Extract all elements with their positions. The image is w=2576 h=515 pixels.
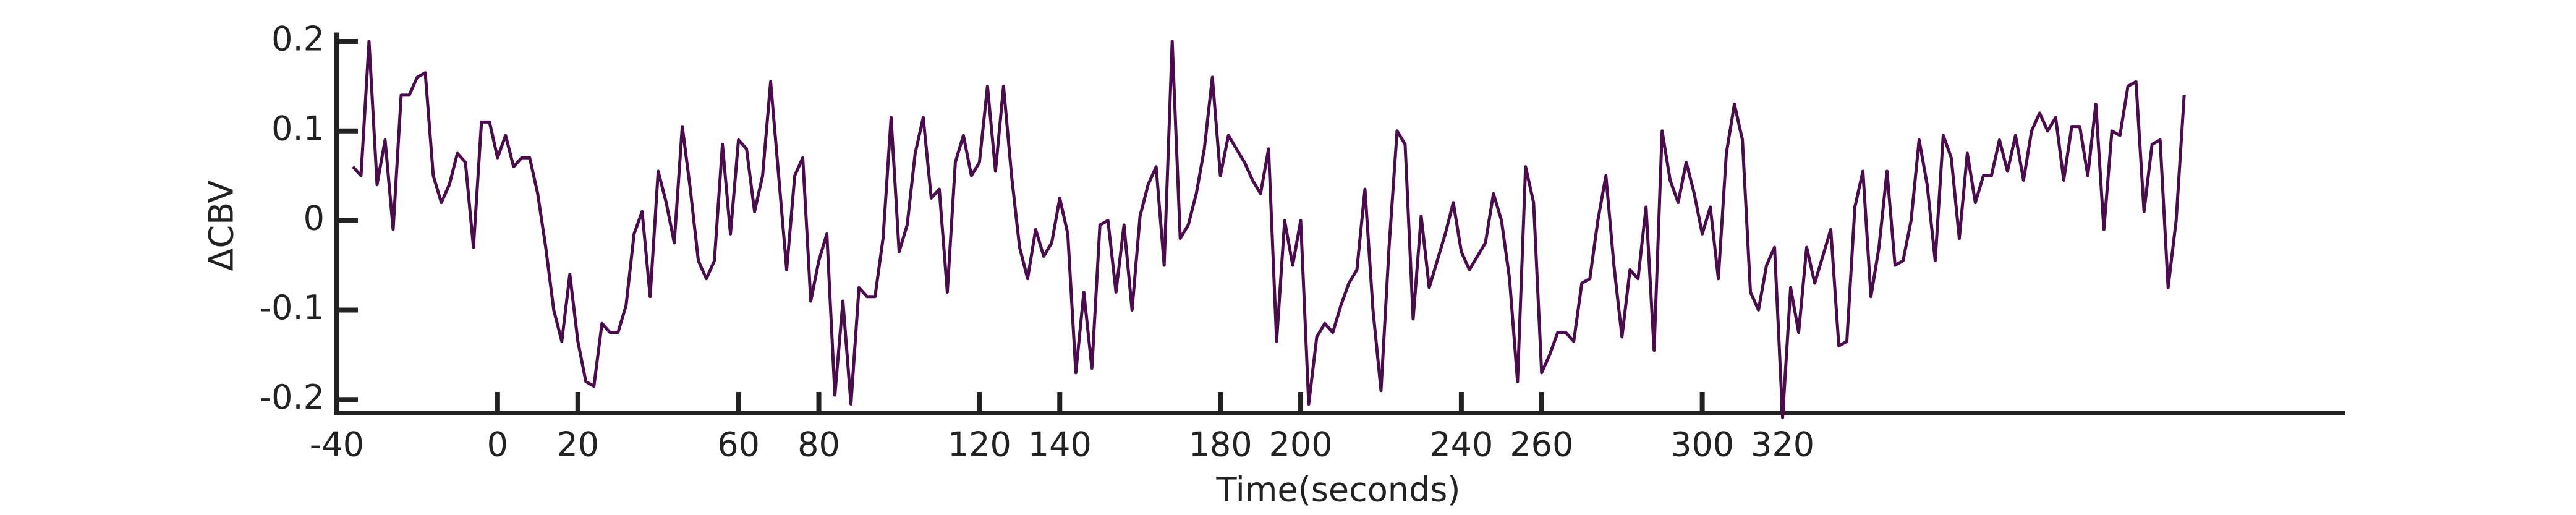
x-tick-label: 20 — [556, 425, 599, 464]
x-tick-label: 180 — [1189, 425, 1252, 464]
x-axis-label: Time(seconds) — [1215, 470, 1460, 509]
x-tick-label: 140 — [1028, 425, 1092, 464]
x-tick-label: 320 — [1751, 425, 1814, 464]
y-tick-label: 0 — [304, 198, 325, 237]
y-tick-label: 0.1 — [271, 109, 325, 148]
x-tick-label: 300 — [1670, 425, 1734, 464]
x-tick-label: 80 — [797, 425, 840, 464]
y-tick-label: 0.2 — [271, 20, 325, 59]
x-tick-label: 60 — [717, 425, 760, 464]
y-tick-label: -0.2 — [260, 378, 325, 417]
x-tick-label: 120 — [948, 425, 1011, 464]
x-tick-label: -40 — [310, 425, 364, 464]
data-line — [352, 40, 2186, 419]
x-tick-label: 0 — [487, 425, 508, 464]
y-tick-label: -0.1 — [260, 288, 325, 327]
x-tick-label: 200 — [1269, 425, 1333, 464]
x-tick-label: 260 — [1510, 425, 1573, 464]
x-tick-label: 240 — [1429, 425, 1493, 464]
y-axis-label: ΔCBV — [202, 180, 241, 271]
